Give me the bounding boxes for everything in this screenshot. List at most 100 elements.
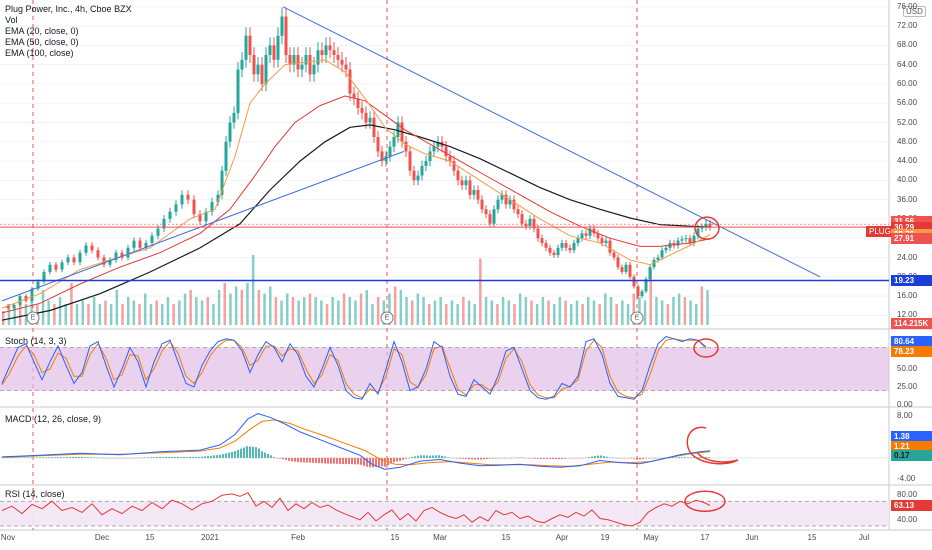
macd-histogram-bar [378, 457, 380, 467]
macd-histogram-bar [621, 457, 623, 459]
candle-body [456, 170, 460, 181]
macd-histogram-bar [60, 457, 62, 458]
volume-bar [462, 297, 465, 325]
macd-histogram-bar [456, 457, 458, 459]
candle-body [612, 252, 616, 258]
macd-histogram-bar [72, 457, 74, 458]
macd-histogram-bar [444, 456, 446, 458]
candle-body [216, 194, 220, 202]
macd-histogram-bar [63, 457, 65, 458]
macd-histogram-bar [345, 457, 347, 465]
macd-histogram-bar [462, 457, 464, 459]
macd-tick: -4.00 [897, 473, 916, 483]
candle-body [54, 264, 58, 270]
macd-histogram-bar [321, 457, 323, 464]
macd-histogram-bar [672, 457, 674, 458]
macd-histogram-bar [24, 457, 26, 458]
volume-bar [263, 293, 266, 325]
macd-histogram-bar [84, 457, 86, 458]
candle-body [576, 238, 580, 243]
macd-histogram-bar [609, 457, 611, 458]
macd-histogram-bar [477, 457, 479, 460]
annotation-circle-stoch [693, 338, 719, 358]
macd-histogram-bar [453, 457, 455, 459]
macd-histogram-bar [291, 457, 293, 462]
macd-histogram-bar [426, 455, 428, 458]
macd-legend: MACD (12, 26, close, 9) [5, 414, 101, 425]
volume-bar [655, 297, 658, 325]
macd-histogram-bar [372, 457, 374, 468]
volume-bar [325, 304, 329, 325]
candle-body [260, 64, 264, 84]
macd-histogram-bar [210, 455, 212, 458]
candle-body [412, 170, 416, 181]
macd-histogram-bar [357, 457, 359, 465]
macd-histogram-bar [657, 457, 659, 459]
candle-body [232, 112, 236, 123]
candle-body [198, 214, 202, 222]
macd-histogram-bar [414, 456, 416, 458]
macd-histogram-bar [531, 457, 533, 459]
candle-body [236, 69, 240, 113]
candle-body [536, 228, 540, 239]
volume-bar [490, 300, 493, 325]
candle-body [210, 202, 214, 212]
macd-histogram-bar [669, 457, 671, 459]
macd-histogram-bar [498, 457, 500, 459]
candle-body [392, 137, 396, 147]
macd-histogram-bar [285, 457, 287, 460]
candle-body [520, 214, 524, 224]
macd-histogram-bar [126, 457, 128, 459]
y-tick-label: 24.00 [897, 252, 918, 262]
stoch-tick: 50.00 [897, 364, 918, 373]
candle-body [564, 243, 568, 248]
volume-bar [496, 304, 499, 325]
volume-bar [638, 297, 641, 325]
currency-badge[interactable]: USD [903, 6, 926, 17]
candle-body [500, 194, 504, 200]
macd-histogram-bar [492, 457, 494, 459]
candle-body [540, 238, 544, 243]
candle-body [604, 240, 608, 243]
earnings-marker[interactable]: E [26, 311, 40, 325]
volume-bar [240, 290, 244, 325]
macd-histogram-bar [117, 457, 119, 459]
macd-histogram-bar [438, 455, 440, 458]
candle-body [444, 146, 448, 157]
candle-body [528, 218, 532, 227]
volume-bar [297, 300, 300, 325]
macd-histogram-bar [534, 457, 536, 459]
macd-histogram-bar [48, 457, 50, 458]
candle-body [680, 239, 684, 241]
candle-body [204, 211, 208, 222]
legend-vol: Vol [5, 15, 18, 25]
legend-ema50: EMA (50, close, 0) [5, 37, 79, 47]
volume-bar [314, 297, 317, 325]
macd-histogram-bar [558, 457, 560, 460]
volume-bar [609, 297, 613, 325]
ema100-line [1, 124, 711, 321]
volume-bar [547, 300, 550, 325]
macd-histogram-bar [204, 456, 206, 458]
candle-body [332, 50, 336, 55]
candle-body [464, 180, 468, 186]
macd-histogram-bar [402, 457, 404, 460]
rsi-line [1, 492, 711, 527]
earnings-marker[interactable]: E [380, 311, 394, 325]
macd-histogram-bar [222, 454, 224, 458]
candle-body [272, 45, 276, 60]
candle-body [692, 235, 696, 243]
macd-line [1, 413, 711, 470]
x-tick-label: 15 [807, 533, 817, 542]
macd-histogram-bar [87, 457, 89, 458]
price-label: 27.91 [891, 233, 932, 245]
y-tick-label: 76.00 [897, 1, 918, 11]
candle-body [656, 257, 660, 260]
volume-bar [445, 304, 448, 325]
macd-histogram-bar [705, 457, 707, 458]
volume-bar [13, 307, 16, 325]
candle-body [596, 233, 600, 239]
earnings-marker[interactable]: E [630, 311, 644, 325]
macd-histogram-bar [276, 457, 278, 459]
